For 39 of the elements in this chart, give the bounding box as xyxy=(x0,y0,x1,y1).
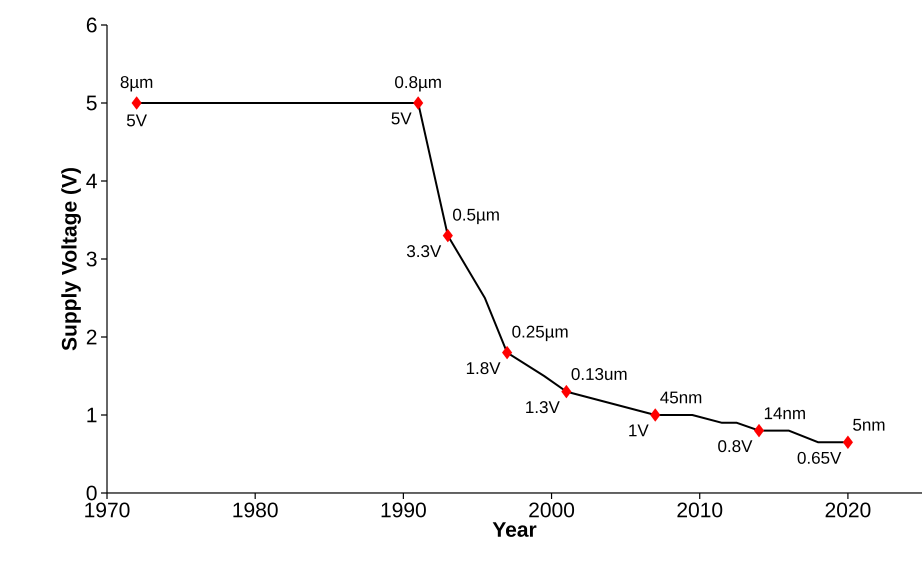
annotation: 0.13um xyxy=(572,368,626,380)
point xyxy=(413,96,424,110)
annotation: 5nm xyxy=(853,418,884,431)
x-tick-label: 2010 xyxy=(677,502,722,518)
point xyxy=(502,346,512,360)
y-tick-label: 4 xyxy=(86,174,97,188)
point xyxy=(561,384,572,398)
point xyxy=(650,408,660,422)
x-axis-title: Year xyxy=(492,522,536,537)
annotation: 8µm xyxy=(120,76,152,92)
x-tick-label: 1980 xyxy=(233,502,278,518)
annotation: 5V xyxy=(392,112,412,124)
annotation: 3.3V xyxy=(406,245,442,258)
y-tick-label: 3 xyxy=(86,252,97,266)
y-axis-title: Supply Voltage (V) xyxy=(61,168,81,350)
point xyxy=(442,228,453,242)
annotation: 0.65V xyxy=(798,452,842,464)
annotation: 0.5µm xyxy=(453,208,499,224)
annotation: 14nm xyxy=(764,407,805,420)
y-tick-label: 1 xyxy=(87,408,96,422)
point xyxy=(842,436,853,449)
y-tick-label: 0 xyxy=(86,486,97,500)
annotation: 1.3V xyxy=(526,401,560,414)
annotation: 0.8V xyxy=(718,440,752,452)
x-tick-label: 2000 xyxy=(529,502,574,518)
x-tick-label: 1970 xyxy=(85,502,130,518)
x-tick-label: 2020 xyxy=(826,502,870,518)
annotation: 0.25µm xyxy=(512,326,568,342)
annotation: 5V xyxy=(126,114,147,126)
point xyxy=(132,96,142,110)
x-tick-label: 1990 xyxy=(382,502,426,518)
annotation: 0.8µm xyxy=(395,76,441,92)
annotation: 1.8V xyxy=(466,362,500,374)
annotation: 45nm xyxy=(660,392,702,404)
y-tick-label: 5 xyxy=(86,96,97,110)
annotation: 1V xyxy=(629,424,649,436)
y-tick-label: 6 xyxy=(86,18,97,32)
point xyxy=(754,424,764,438)
y-tick-label: 2 xyxy=(86,330,96,344)
